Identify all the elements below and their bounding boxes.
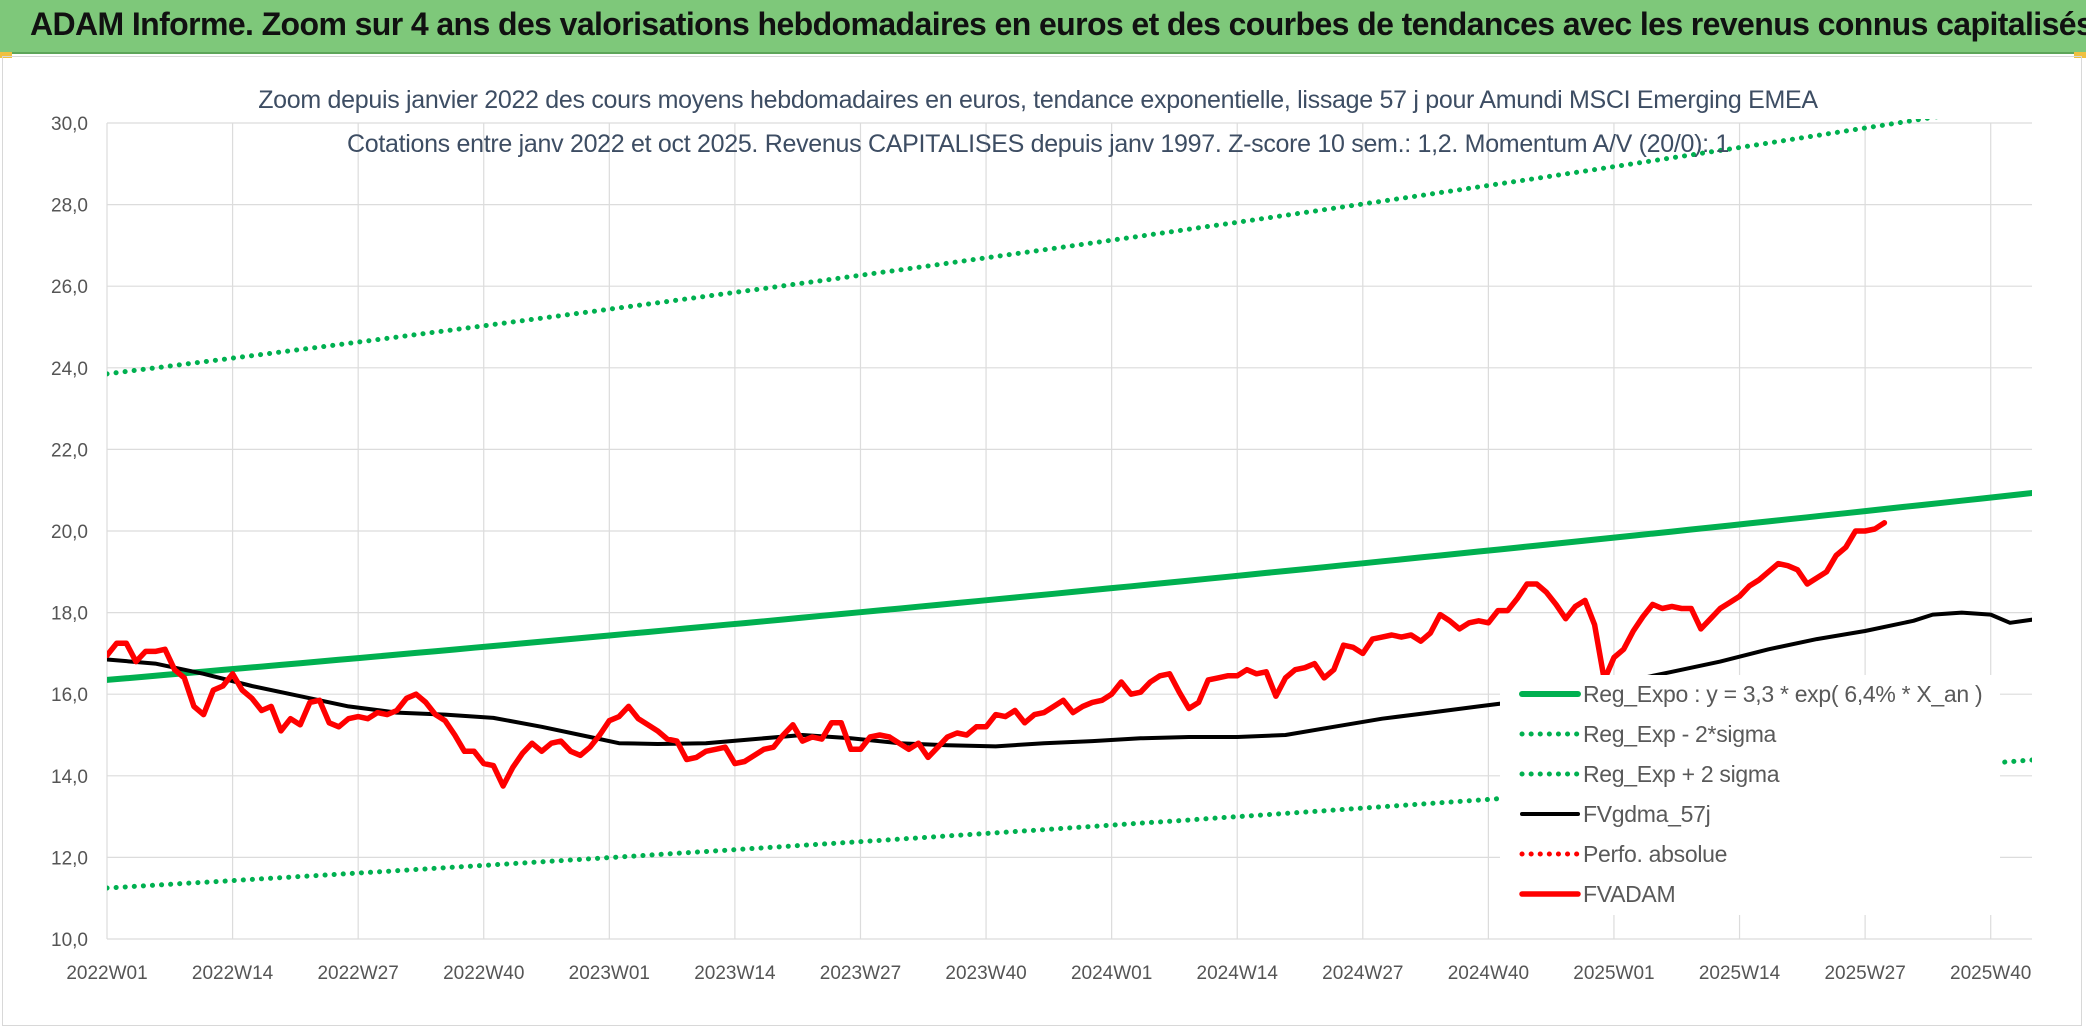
y-tick-label: 22,0 [51, 440, 88, 461]
series-line-3 [107, 610, 2032, 749]
legend-label: Reg_Exp + 2 sigma [1583, 761, 1780, 787]
x-tick-label: 2025W40 [1950, 963, 2031, 984]
x-tick-label: 2024W01 [1071, 963, 1152, 984]
x-tick-label: 2025W14 [1699, 963, 1781, 984]
x-tick-label: 2022W14 [192, 963, 274, 984]
x-tick-label: 2022W01 [66, 963, 147, 984]
legend-background [1500, 675, 2000, 915]
x-tick-label: 2023W27 [820, 963, 901, 984]
x-tick-label: 2025W27 [1824, 963, 1905, 984]
y-tick-label: 12,0 [51, 848, 88, 869]
y-tick-label: 14,0 [51, 767, 88, 788]
corner-accent-left [0, 52, 12, 58]
report-title: ADAM Informe. Zoom sur 4 ans des valoris… [30, 6, 2086, 42]
series-group [107, 119, 2032, 891]
x-tick-label: 2023W01 [569, 963, 650, 984]
y-tick-label: 30,0 [51, 114, 88, 135]
legend-label: FVADAM [1583, 881, 1675, 907]
x-tick-label: 2024W40 [1448, 963, 1529, 984]
tick-labels: 10,0 12,0 14,0 16,0 18,0 20,0 22,0 24,0 26,0 28,0… [51, 114, 2031, 984]
x-tick-label: 2022W40 [443, 963, 524, 984]
series-line-2 [107, 119, 1939, 377]
y-tick-label: 16,0 [51, 685, 88, 706]
y-tick-label: 10,0 [51, 930, 88, 951]
chart-title: Zoom depuis janvier 2022 des cours moyen… [258, 86, 1818, 114]
x-tick-label: 2022W27 [317, 963, 398, 984]
corner-accent-right [2074, 52, 2086, 58]
series-line-5 [107, 520, 1888, 789]
x-tick-label: 2024W14 [1197, 963, 1279, 984]
y-tick-label: 26,0 [51, 277, 88, 298]
legend: Reg_Expo : y = 3,3 * exp( 6,4% * X_an ) R… [1519, 681, 1983, 907]
y-tick-label: 18,0 [51, 604, 88, 625]
x-tick-label: 2023W40 [945, 963, 1026, 984]
legend-label: FVgdma_57j [1583, 801, 1710, 827]
legend-label: Perfo. absolue [1583, 841, 1727, 867]
y-tick-label: 20,0 [51, 522, 88, 543]
x-tick-label: 2025W01 [1573, 963, 1654, 984]
legend-label: Reg_Expo : y = 3,3 * exp( 6,4% * X_an ) [1583, 681, 1982, 707]
report-header-banner: ADAM Informe. Zoom sur 4 ans des valoris… [0, 0, 2086, 54]
x-tick-label: 2023W14 [694, 963, 776, 984]
legend-label: Reg_Exp - 2*sigma [1583, 721, 1777, 747]
x-tick-label: 2024W27 [1322, 963, 1403, 984]
series-line-0 [107, 489, 2032, 683]
y-tick-label: 24,0 [51, 359, 88, 380]
y-tick-label: 28,0 [51, 196, 88, 217]
chart-subtitle: Cotations entre janv 2022 et oct 2025. R… [347, 130, 1729, 158]
chart-frame [2, 56, 2082, 1026]
